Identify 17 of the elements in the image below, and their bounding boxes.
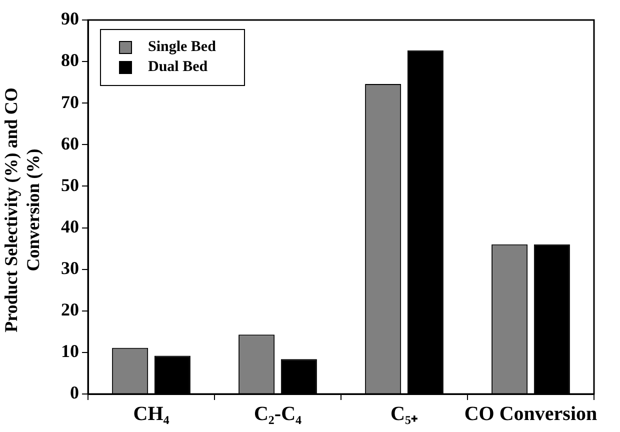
y-tick-label: 10 [61, 341, 79, 362]
y-tick-label: 60 [61, 133, 79, 154]
y-tick-label: 50 [61, 174, 79, 195]
legend-label: Single Bed [148, 39, 216, 56]
y-tick-label: 30 [61, 258, 79, 278]
x-tick-label: CH₄ [133, 403, 170, 426]
y-tick-label: 70 [61, 92, 79, 112]
x-tick-label: CO Conversion [464, 403, 598, 426]
y-axis-title: Product Selectivity (%) and CO Conversion (%) [0, 86, 44, 334]
y-tick-label: 40 [61, 216, 79, 236]
legend-label: Dual Bed [148, 59, 208, 76]
x-tick-label: C₂-C₄ [254, 403, 302, 426]
y-tick-label: 20 [61, 300, 79, 320]
y-tick-label: 0 [70, 382, 79, 403]
y-tick-label: 90 [61, 8, 79, 29]
x-tick-label: C₅₊ [390, 403, 418, 426]
y-tick-label: 80 [61, 50, 79, 70]
